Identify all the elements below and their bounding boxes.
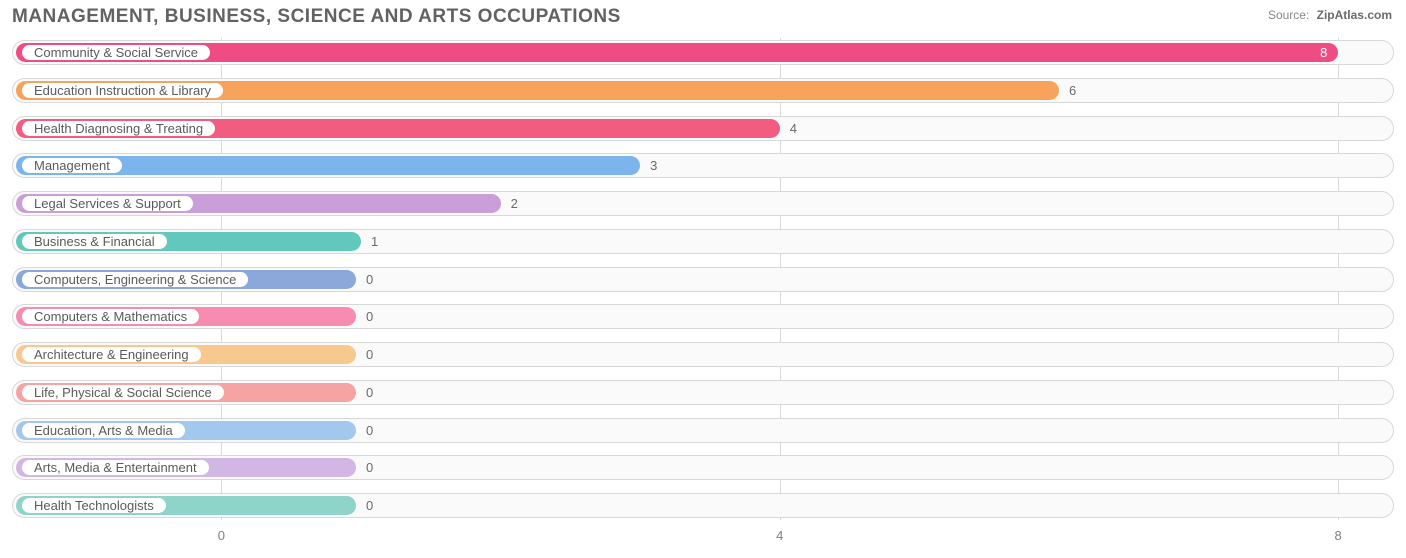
- x-axis-tick: 8: [1335, 528, 1342, 543]
- bar-value-label: 3: [650, 151, 657, 180]
- chart-title: MANAGEMENT, BUSINESS, SCIENCE AND ARTS O…: [12, 6, 621, 28]
- bar-category-label: Community & Social Service: [22, 45, 210, 60]
- bar-category-label: Architecture & Engineering: [22, 347, 201, 362]
- bar-row: Architecture & Engineering 0: [12, 340, 1394, 369]
- bar-row: Health Diagnosing & Treating 4: [12, 114, 1394, 143]
- bar-row: Arts, Media & Entertainment 0: [12, 453, 1394, 482]
- bar-row: Computers & Mathematics 0: [12, 302, 1394, 331]
- bar-value-label: 0: [366, 340, 373, 369]
- bar-category-label: Health Technologists: [22, 498, 166, 513]
- bar-fill: [16, 43, 1338, 62]
- bar-value-label: 0: [366, 453, 373, 482]
- bar-row: Health Technologists 0: [12, 491, 1394, 520]
- source-site: ZipAtlas.com: [1317, 8, 1392, 22]
- bar-value-label: 0: [366, 302, 373, 331]
- bar-row: Business & Financial 1: [12, 227, 1394, 256]
- plot-area: Community & Social Service 8 Education Ins…: [12, 38, 1394, 548]
- bar-value-label: 0: [366, 265, 373, 294]
- bar-value-label: 0: [366, 378, 373, 407]
- bar-category-label: Life, Physical & Social Science: [22, 385, 224, 400]
- bar-category-label: Management: [22, 158, 122, 173]
- bar-category-label: Arts, Media & Entertainment: [22, 460, 209, 475]
- bar-value-label: 6: [1069, 76, 1076, 105]
- bar-row: Computers, Engineering & Science 0: [12, 265, 1394, 294]
- bar-category-label: Computers & Mathematics: [22, 309, 199, 324]
- bar-row: Community & Social Service 8: [12, 38, 1394, 67]
- bar-category-label: Business & Financial: [22, 234, 167, 249]
- bar-row: Education Instruction & Library 6: [12, 76, 1394, 105]
- x-axis: 0 4 8: [12, 524, 1394, 548]
- bar-value-label: 8: [1320, 38, 1327, 67]
- bar-row: Education, Arts & Media 0: [12, 416, 1394, 445]
- bar-row: Management 3: [12, 151, 1394, 180]
- source-attribution: Source: ZipAtlas.com: [1268, 8, 1392, 22]
- bar-category-label: Education, Arts & Media: [22, 423, 185, 438]
- bar-row: Legal Services & Support 2: [12, 189, 1394, 218]
- bar-category-label: Computers, Engineering & Science: [22, 272, 248, 287]
- bar-value-label: 2: [511, 189, 518, 218]
- bar-value-label: 0: [366, 491, 373, 520]
- chart-container: MANAGEMENT, BUSINESS, SCIENCE AND ARTS O…: [0, 0, 1406, 558]
- bar-value-label: 0: [366, 416, 373, 445]
- bar-value-label: 1: [371, 227, 378, 256]
- bars-group: Community & Social Service 8 Education Ins…: [12, 38, 1394, 520]
- bar-category-label: Health Diagnosing & Treating: [22, 121, 215, 136]
- x-axis-tick: 0: [218, 528, 225, 543]
- bar-value-label: 4: [790, 114, 797, 143]
- x-axis-tick: 4: [776, 528, 783, 543]
- bar-category-label: Legal Services & Support: [22, 196, 193, 211]
- source-label: Source:: [1268, 8, 1309, 22]
- bar-category-label: Education Instruction & Library: [22, 83, 223, 98]
- bar-row: Life, Physical & Social Science 0: [12, 378, 1394, 407]
